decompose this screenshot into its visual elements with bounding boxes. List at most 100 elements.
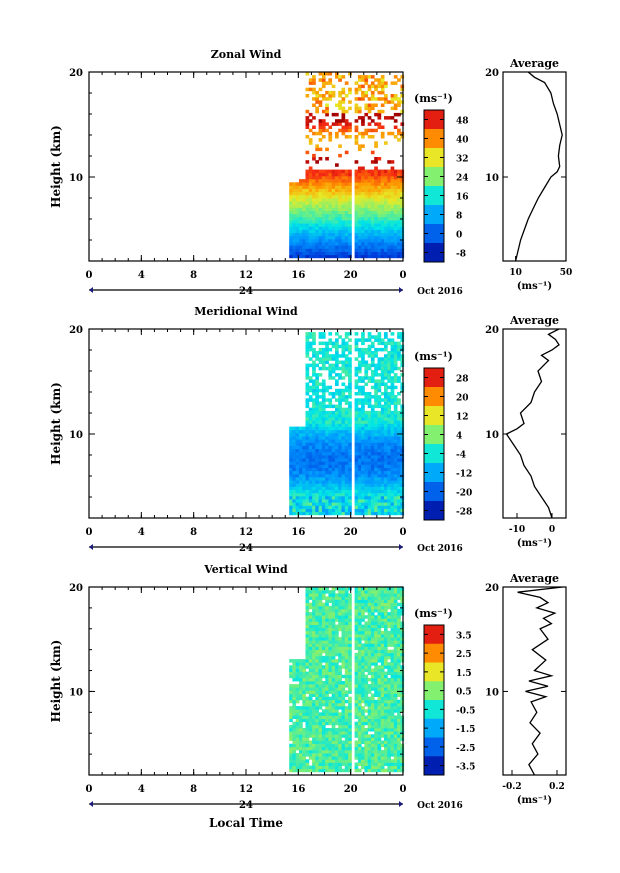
heatmap-cell	[312, 423, 316, 427]
heatmap-cell	[393, 347, 398, 352]
heatmap-cell	[367, 724, 372, 729]
heatmap-cell	[367, 615, 372, 619]
x-tick-label: 4	[138, 527, 145, 538]
heatmap-cell	[299, 746, 303, 751]
heatmap-cell	[321, 665, 326, 669]
heatmap-cell	[370, 605, 375, 610]
heatmap-cell	[380, 392, 385, 396]
heatmap-cell	[370, 150, 375, 155]
heatmap-cell	[312, 480, 316, 484]
heatmap-cell	[380, 467, 385, 472]
heatmap-cell	[370, 624, 375, 629]
heatmap-cell	[289, 426, 293, 431]
heatmap-cell	[367, 220, 372, 224]
heatmap-cell	[387, 615, 391, 619]
heatmap-cell	[338, 765, 342, 770]
heatmap-cell	[357, 621, 362, 625]
heatmap-cell	[344, 477, 349, 481]
heatmap-cell	[331, 473, 336, 478]
heatmap-cell	[387, 756, 391, 760]
heatmap-cell	[308, 204, 313, 208]
heatmap-cell	[331, 354, 336, 358]
heatmap-cell	[357, 420, 362, 424]
heatmap-cell	[321, 768, 326, 773]
heatmap-cell	[348, 621, 352, 625]
heatmap-cell	[393, 135, 398, 139]
x-tick-label: 8	[190, 784, 197, 795]
heatmap-cell	[305, 229, 310, 233]
heatmap-cell	[321, 388, 326, 393]
heatmap-cell	[292, 223, 297, 227]
heatmap-cell	[354, 749, 359, 754]
heatmap-cell	[361, 618, 365, 622]
heatmap-cell	[387, 728, 391, 732]
heatmap-cell	[305, 624, 310, 629]
heatmap-cell	[361, 223, 365, 227]
heatmap-cell	[315, 461, 319, 465]
heatmap-cell	[367, 499, 372, 503]
heatmap-cell	[318, 655, 323, 660]
heatmap-cell	[321, 477, 326, 481]
heatmap-cell	[325, 242, 329, 246]
heatmap-cell	[302, 677, 306, 682]
heatmap-cell	[377, 659, 382, 663]
heatmap-cell	[289, 690, 293, 694]
heatmap-cell	[315, 746, 319, 751]
heatmap-cell	[331, 366, 336, 371]
heatmap-cell	[348, 618, 352, 622]
colorbar-segment	[424, 110, 444, 130]
heatmap-cell	[321, 621, 326, 625]
heatmap-cell	[367, 439, 372, 443]
heatmap-cell	[305, 439, 310, 443]
heatmap-cell	[312, 207, 316, 211]
colorbar-tick-label: -20	[456, 489, 472, 499]
heatmap-cell	[377, 379, 382, 383]
heatmap-cell	[299, 220, 303, 224]
heatmap-cell	[374, 436, 378, 440]
heatmap-cell	[315, 693, 319, 697]
heatmap-cell	[292, 706, 297, 710]
heatmap-cell	[321, 401, 326, 405]
heatmap-cell	[328, 637, 333, 641]
heatmap-cell	[384, 470, 388, 475]
heatmap-cell	[367, 749, 372, 754]
heatmap-cell	[344, 420, 349, 424]
heatmap-cell	[354, 445, 359, 450]
heatmap-cell	[348, 709, 352, 713]
heatmap-cell	[302, 185, 306, 189]
heatmap-cell	[302, 179, 306, 183]
heatmap-cell	[361, 436, 365, 440]
heatmap-cell	[367, 668, 372, 672]
heatmap-cell	[328, 768, 333, 773]
heatmap-cell	[341, 245, 346, 249]
heatmap-cell	[315, 220, 319, 224]
heatmap-cell	[315, 502, 319, 506]
heatmap-cell	[354, 81, 359, 85]
heatmap-cell	[370, 768, 375, 773]
heatmap-cell	[367, 630, 372, 635]
heatmap-cell	[295, 728, 300, 732]
heatmap-cell	[354, 768, 359, 773]
heatmap-cell	[335, 135, 339, 139]
heatmap-cell	[370, 634, 375, 638]
heatmap-cell	[348, 436, 352, 440]
heatmap-cell	[321, 608, 326, 613]
heatmap-cell	[335, 511, 339, 516]
heatmap-cell	[370, 410, 375, 415]
heatmap-cell	[357, 768, 362, 773]
heatmap-cell	[390, 232, 395, 237]
heatmap-cell	[292, 671, 297, 676]
heatmap-cell	[341, 640, 346, 644]
heatmap-cell	[325, 344, 329, 349]
heatmap-cell	[397, 646, 401, 650]
heatmap-cell	[354, 407, 359, 412]
heatmap-cell	[367, 505, 372, 509]
heatmap-cell	[380, 709, 385, 713]
heatmap-cell	[348, 492, 352, 497]
colorbar-segment	[424, 167, 444, 187]
heatmap-cell	[325, 687, 329, 691]
heatmap-cell	[318, 357, 323, 361]
profile-y-tick-label: 20	[485, 68, 499, 79]
heatmap-cell	[384, 649, 388, 654]
heatmap-cell	[312, 226, 316, 230]
